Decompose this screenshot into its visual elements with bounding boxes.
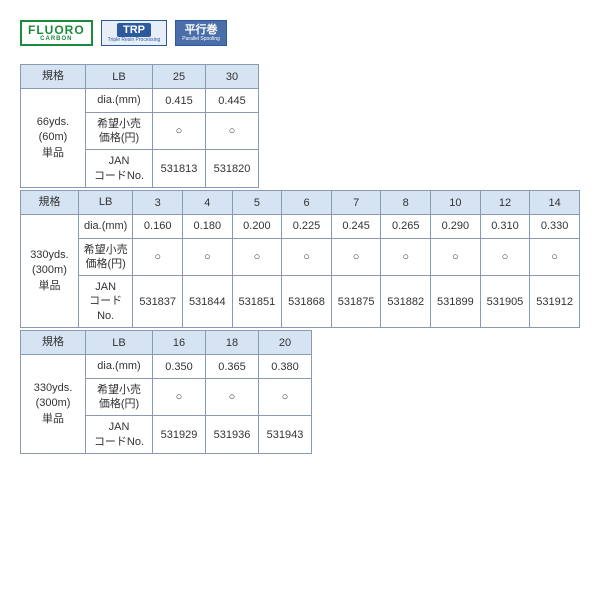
lb-value: 4 bbox=[183, 190, 233, 214]
spec-tables: 規格LB253066yds. (60m) 単品dia.(mm)0.4150.44… bbox=[20, 64, 580, 454]
col-spec: 規格 bbox=[21, 65, 86, 89]
spec-table: 規格LB345678101214 330yds. (300m) 単品dia.(mm… bbox=[20, 190, 580, 328]
badge-trp: TRP Triple Resin Processing bbox=[101, 20, 168, 46]
dia-value: 0.200 bbox=[232, 215, 282, 238]
col-lb: LB bbox=[78, 190, 132, 214]
lb-value: 12 bbox=[480, 190, 530, 214]
spec-table: 規格LB2530 66yds. (60m) 単品dia.(mm)0.4150.44… bbox=[20, 64, 259, 188]
badge-heikou: 平行巻 Parallel Spooling bbox=[175, 20, 227, 46]
lb-value: 25 bbox=[153, 65, 206, 89]
dia-value: 0.445 bbox=[206, 89, 259, 112]
length-label: 330yds. (300m) 単品 bbox=[21, 215, 79, 328]
jan-value: 531882 bbox=[381, 276, 431, 328]
price-value: ○ bbox=[259, 378, 312, 416]
lb-value: 10 bbox=[431, 190, 481, 214]
row-price: 希望小売価格(円) bbox=[78, 238, 132, 276]
jan-value: 531929 bbox=[153, 416, 206, 454]
jan-value: 531813 bbox=[153, 150, 206, 188]
lb-value: 5 bbox=[232, 190, 282, 214]
dia-value: 0.330 bbox=[530, 215, 580, 238]
col-lb: LB bbox=[86, 331, 153, 355]
lb-value: 18 bbox=[206, 331, 259, 355]
price-value: ○ bbox=[232, 238, 282, 276]
price-value: ○ bbox=[331, 238, 381, 276]
price-value: ○ bbox=[381, 238, 431, 276]
col-lb: LB bbox=[86, 65, 153, 89]
badge-fluoro-main: FLUORO bbox=[28, 24, 85, 36]
dia-value: 0.245 bbox=[331, 215, 381, 238]
length-label: 66yds. (60m) 単品 bbox=[21, 89, 86, 187]
badge-fluoro: FLUORO CARBON bbox=[20, 20, 93, 46]
jan-value: 531837 bbox=[133, 276, 183, 328]
spec-table: 規格LB161820 330yds. (300m) 単品dia.(mm)0.350… bbox=[20, 330, 312, 454]
price-value: ○ bbox=[282, 238, 332, 276]
col-spec: 規格 bbox=[21, 190, 79, 214]
dia-value: 0.380 bbox=[259, 355, 312, 378]
dia-value: 0.415 bbox=[153, 89, 206, 112]
dia-value: 0.160 bbox=[133, 215, 183, 238]
row-dia: dia.(mm) bbox=[78, 215, 132, 238]
jan-value: 531875 bbox=[331, 276, 381, 328]
row-jan: JANコードNo. bbox=[78, 276, 132, 328]
price-value: ○ bbox=[480, 238, 530, 276]
lb-value: 7 bbox=[331, 190, 381, 214]
price-value: ○ bbox=[530, 238, 580, 276]
price-value: ○ bbox=[153, 112, 206, 150]
length-label: 330yds. (300m) 単品 bbox=[21, 355, 86, 453]
row-dia: dia.(mm) bbox=[86, 89, 153, 112]
row-price: 希望小売価格(円) bbox=[86, 112, 153, 150]
badge-heikou-sub: Parallel Spooling bbox=[182, 37, 220, 42]
badge-heikou-main: 平行巻 bbox=[185, 24, 218, 36]
dia-value: 0.180 bbox=[183, 215, 233, 238]
row-jan: JANコードNo. bbox=[86, 416, 153, 454]
jan-value: 531820 bbox=[206, 150, 259, 188]
dia-value: 0.290 bbox=[431, 215, 481, 238]
badge-trp-main: TRP bbox=[117, 23, 151, 37]
badge-fluoro-sub: CARBON bbox=[40, 36, 72, 42]
row-jan: JANコードNo. bbox=[86, 150, 153, 188]
jan-value: 531905 bbox=[480, 276, 530, 328]
lb-value: 8 bbox=[381, 190, 431, 214]
dia-value: 0.350 bbox=[153, 355, 206, 378]
price-value: ○ bbox=[206, 112, 259, 150]
jan-value: 531868 bbox=[282, 276, 332, 328]
jan-value: 531844 bbox=[183, 276, 233, 328]
dia-value: 0.265 bbox=[381, 215, 431, 238]
col-spec: 規格 bbox=[21, 331, 86, 355]
jan-value: 531851 bbox=[232, 276, 282, 328]
row-price: 希望小売価格(円) bbox=[86, 378, 153, 416]
jan-value: 531912 bbox=[530, 276, 580, 328]
lb-value: 3 bbox=[133, 190, 183, 214]
dia-value: 0.310 bbox=[480, 215, 530, 238]
badge-trp-sub: Triple Resin Processing bbox=[108, 38, 161, 43]
price-value: ○ bbox=[183, 238, 233, 276]
lb-value: 30 bbox=[206, 65, 259, 89]
price-value: ○ bbox=[206, 378, 259, 416]
lb-value: 16 bbox=[153, 331, 206, 355]
dia-value: 0.365 bbox=[206, 355, 259, 378]
badge-row: FLUORO CARBON TRP Triple Resin Processin… bbox=[20, 20, 580, 46]
dia-value: 0.225 bbox=[282, 215, 332, 238]
jan-value: 531899 bbox=[431, 276, 481, 328]
price-value: ○ bbox=[153, 378, 206, 416]
price-value: ○ bbox=[133, 238, 183, 276]
jan-value: 531943 bbox=[259, 416, 312, 454]
price-value: ○ bbox=[431, 238, 481, 276]
lb-value: 6 bbox=[282, 190, 332, 214]
row-dia: dia.(mm) bbox=[86, 355, 153, 378]
jan-value: 531936 bbox=[206, 416, 259, 454]
lb-value: 14 bbox=[530, 190, 580, 214]
lb-value: 20 bbox=[259, 331, 312, 355]
